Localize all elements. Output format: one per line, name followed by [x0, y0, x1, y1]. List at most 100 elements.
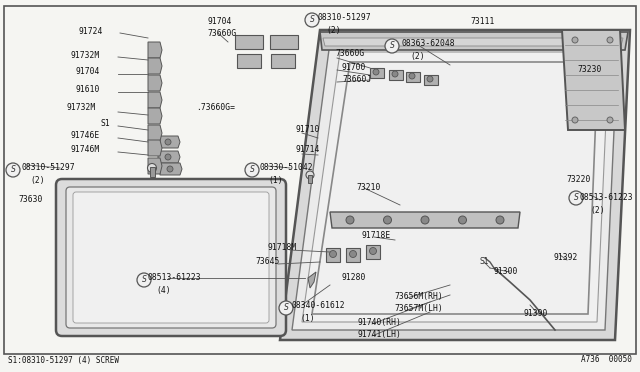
Bar [237, 54, 261, 68]
Circle shape [572, 37, 578, 43]
Text: S1: S1 [100, 119, 110, 128]
Polygon shape [148, 140, 162, 156]
Polygon shape [302, 52, 609, 322]
Polygon shape [330, 212, 520, 228]
Polygon shape [320, 32, 628, 50]
Polygon shape [280, 30, 630, 340]
Text: 73660G: 73660G [207, 29, 236, 38]
Text: (2): (2) [590, 205, 605, 215]
Text: S1:08310-51297 (4) SCREW: S1:08310-51297 (4) SCREW [8, 356, 119, 365]
Polygon shape [148, 158, 162, 174]
Text: S: S [11, 166, 15, 174]
Circle shape [305, 13, 319, 27]
Polygon shape [562, 30, 625, 130]
Text: (2): (2) [410, 51, 424, 61]
Bar [150, 167, 155, 177]
Circle shape [167, 166, 173, 172]
Text: 91740(RH): 91740(RH) [358, 317, 402, 327]
Text: 91710: 91710 [295, 125, 319, 135]
Text: 08310-51297: 08310-51297 [22, 164, 76, 173]
Circle shape [279, 301, 293, 315]
Text: 73210: 73210 [356, 183, 380, 192]
Text: 73645: 73645 [255, 257, 280, 266]
Polygon shape [148, 125, 162, 141]
Circle shape [427, 76, 433, 82]
Text: S: S [250, 166, 255, 174]
Polygon shape [148, 75, 162, 91]
Text: 91718E: 91718E [362, 231, 391, 241]
Polygon shape [148, 42, 162, 58]
Circle shape [369, 247, 376, 254]
Bar [370, 68, 384, 78]
Text: (1): (1) [300, 314, 315, 323]
Text: 73660J: 73660J [342, 76, 371, 84]
Text: 08513-61223: 08513-61223 [580, 193, 634, 202]
Polygon shape [158, 151, 180, 163]
Text: 08330-51042: 08330-51042 [260, 164, 314, 173]
Text: 91746E: 91746E [71, 131, 100, 141]
Text: 91732M: 91732M [71, 51, 100, 60]
Circle shape [147, 164, 157, 173]
Circle shape [607, 37, 613, 43]
Polygon shape [148, 108, 162, 124]
Text: (1): (1) [268, 176, 283, 185]
Polygon shape [323, 38, 623, 46]
Text: 91392: 91392 [554, 253, 579, 263]
Bar [366, 245, 380, 259]
Text: S1: S1 [480, 257, 490, 266]
Circle shape [385, 39, 399, 53]
Circle shape [409, 73, 415, 79]
Circle shape [330, 250, 337, 257]
Text: .73660G=: .73660G= [196, 103, 235, 112]
FancyBboxPatch shape [66, 187, 276, 328]
Circle shape [383, 216, 392, 224]
Text: 91718M: 91718M [268, 244, 297, 253]
Circle shape [165, 154, 171, 160]
Text: 08513-61223: 08513-61223 [148, 273, 202, 282]
Text: 73220: 73220 [566, 176, 590, 185]
Circle shape [346, 216, 354, 224]
Circle shape [392, 71, 398, 77]
Text: 91732M: 91732M [67, 103, 96, 112]
Text: 91714: 91714 [295, 145, 319, 154]
Circle shape [6, 163, 20, 177]
Polygon shape [148, 58, 162, 74]
Text: 73657M(LH): 73657M(LH) [394, 304, 443, 312]
Bar [346, 248, 360, 262]
Text: S: S [390, 42, 394, 51]
Bar [308, 175, 312, 183]
Text: S: S [310, 16, 314, 25]
Text: 91704: 91704 [207, 17, 232, 26]
FancyBboxPatch shape [56, 179, 286, 336]
Text: 91746M: 91746M [71, 145, 100, 154]
Text: 91390: 91390 [524, 310, 548, 318]
Polygon shape [292, 42, 618, 330]
Text: 91704: 91704 [76, 67, 100, 77]
Bar [406, 72, 420, 82]
Text: 91724: 91724 [79, 28, 103, 36]
Circle shape [165, 139, 171, 145]
Bar [235, 35, 263, 49]
Circle shape [458, 216, 467, 224]
Text: 91700: 91700 [342, 62, 366, 71]
Text: (2): (2) [326, 26, 340, 35]
FancyBboxPatch shape [73, 192, 269, 323]
Circle shape [496, 216, 504, 224]
Text: 08340-61612: 08340-61612 [292, 301, 346, 311]
Polygon shape [158, 136, 180, 148]
Circle shape [607, 117, 613, 123]
Circle shape [349, 250, 356, 257]
Bar [424, 75, 438, 85]
Text: 08310-51297: 08310-51297 [318, 13, 372, 22]
Text: 91741(LH): 91741(LH) [358, 330, 402, 339]
Bar [326, 248, 340, 262]
Polygon shape [160, 163, 182, 175]
Circle shape [245, 163, 259, 177]
Text: 91300: 91300 [494, 267, 518, 276]
Text: (4): (4) [156, 285, 171, 295]
Circle shape [421, 216, 429, 224]
Circle shape [306, 171, 314, 179]
Text: (2): (2) [30, 176, 45, 185]
Bar [270, 35, 298, 49]
Text: S: S [141, 276, 147, 285]
